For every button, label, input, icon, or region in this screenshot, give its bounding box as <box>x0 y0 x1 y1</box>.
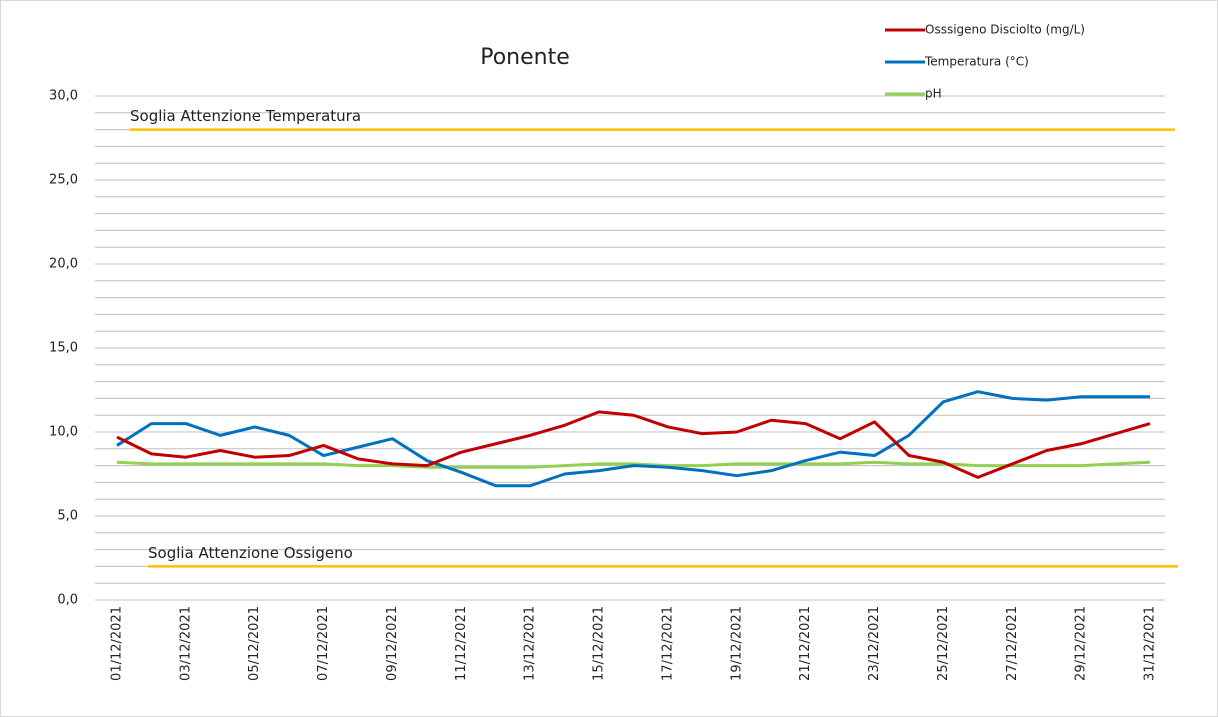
x-tick-label: 31/12/2021 <box>1143 606 1158 681</box>
x-tick-label: 29/12/2021 <box>1074 606 1089 681</box>
x-tick-label: 05/12/2021 <box>247 606 262 681</box>
x-tick-label: 21/12/2021 <box>798 606 813 681</box>
x-tick-label: 01/12/2021 <box>110 606 125 681</box>
series-line <box>116 390 1150 488</box>
x-tick-label: 19/12/2021 <box>729 606 744 681</box>
threshold-label: Soglia Attenzione Temperatura <box>130 107 361 125</box>
y-tick-label: 0,0 <box>57 593 78 608</box>
x-tick-label: 13/12/2021 <box>523 606 538 681</box>
x-tick-label: 17/12/2021 <box>660 606 675 681</box>
y-tick-label: 30,0 <box>49 89 78 104</box>
legend-label: Temperatura (°C) <box>924 55 1029 69</box>
series-line <box>116 410 1151 479</box>
x-tick-label: 15/12/2021 <box>592 606 607 681</box>
x-tick-label: 25/12/2021 <box>936 606 951 681</box>
x-tick-label: 11/12/2021 <box>454 606 469 681</box>
x-tick-label: 07/12/2021 <box>316 606 331 681</box>
x-tick-label: 03/12/2021 <box>178 606 193 681</box>
legend-label: Osssigeno Disciolto (mg/L) <box>925 23 1085 37</box>
y-tick-label: 10,0 <box>49 425 78 440</box>
x-tick-label: 23/12/2021 <box>867 606 882 681</box>
y-tick-label: 5,0 <box>57 509 78 524</box>
y-tick-label: 15,0 <box>49 341 78 356</box>
legend-label: pH <box>925 87 942 101</box>
x-tick-label: 09/12/2021 <box>385 606 400 681</box>
y-tick-label: 20,0 <box>49 257 78 272</box>
x-tick-label: 27/12/2021 <box>1005 606 1020 681</box>
series-line <box>116 460 1151 469</box>
y-tick-label: 25,0 <box>49 173 78 188</box>
threshold-label: Soglia Attenzione Ossigeno <box>148 544 353 562</box>
chart-title: Ponente <box>480 45 570 70</box>
